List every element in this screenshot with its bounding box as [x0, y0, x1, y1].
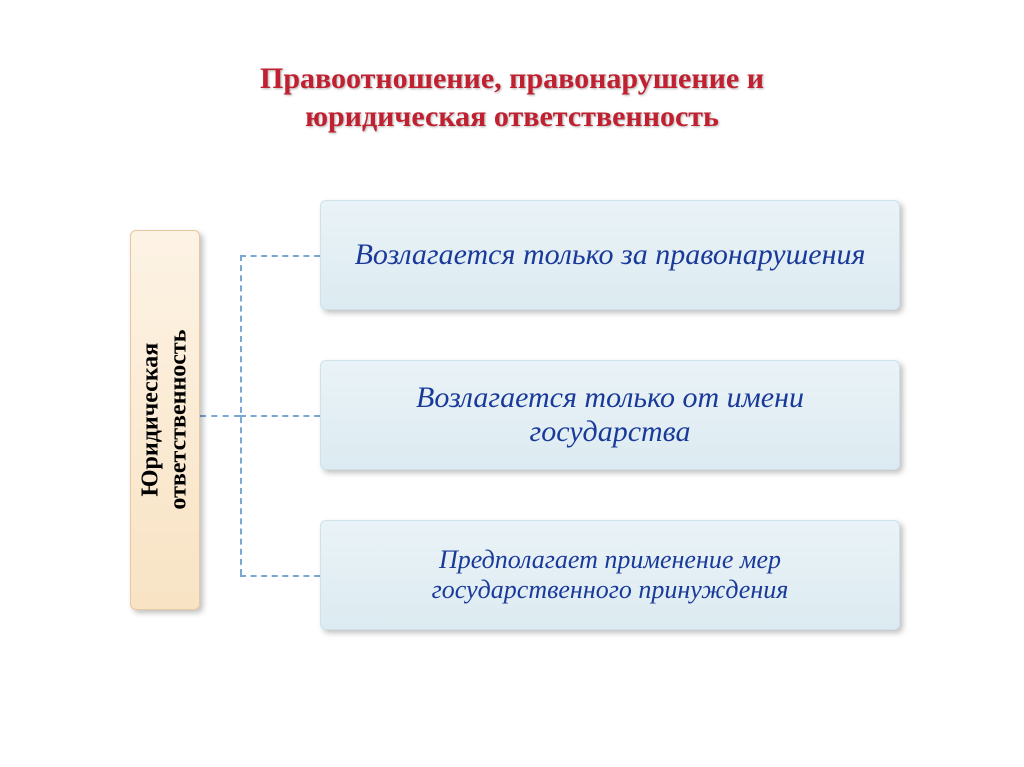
slide-title: Правоотношение, правонарушение и юридиче… [0, 0, 1024, 135]
root-line-2: ответственность [165, 330, 191, 510]
connector-branch-2 [240, 575, 320, 577]
connector-stub [200, 415, 240, 417]
connector-branch-1 [240, 415, 320, 417]
child-node-0: Возлагается только за правонарушения [320, 200, 900, 310]
root-node: Юридическая ответственность [130, 230, 200, 610]
child-node-1: Возлагается только от имени государства [320, 360, 900, 470]
root-line-1: Юридическая [137, 343, 163, 497]
connector-branch-0 [240, 255, 320, 257]
child-text-1: Возлагается только от имени государства [351, 381, 869, 450]
diagram-container: Юридическая ответственность Возлагается … [130, 200, 900, 680]
title-line-1: Правоотношение, правонарушение и [260, 62, 764, 95]
root-label: Юридическая ответственность [137, 330, 192, 510]
child-text-2: Предполагает применение мер государствен… [351, 545, 869, 605]
child-node-2: Предполагает применение мер государствен… [320, 520, 900, 630]
title-line-2: юридическая ответственность [305, 100, 719, 133]
child-text-0: Возлагается только за правонарушения [355, 238, 866, 273]
